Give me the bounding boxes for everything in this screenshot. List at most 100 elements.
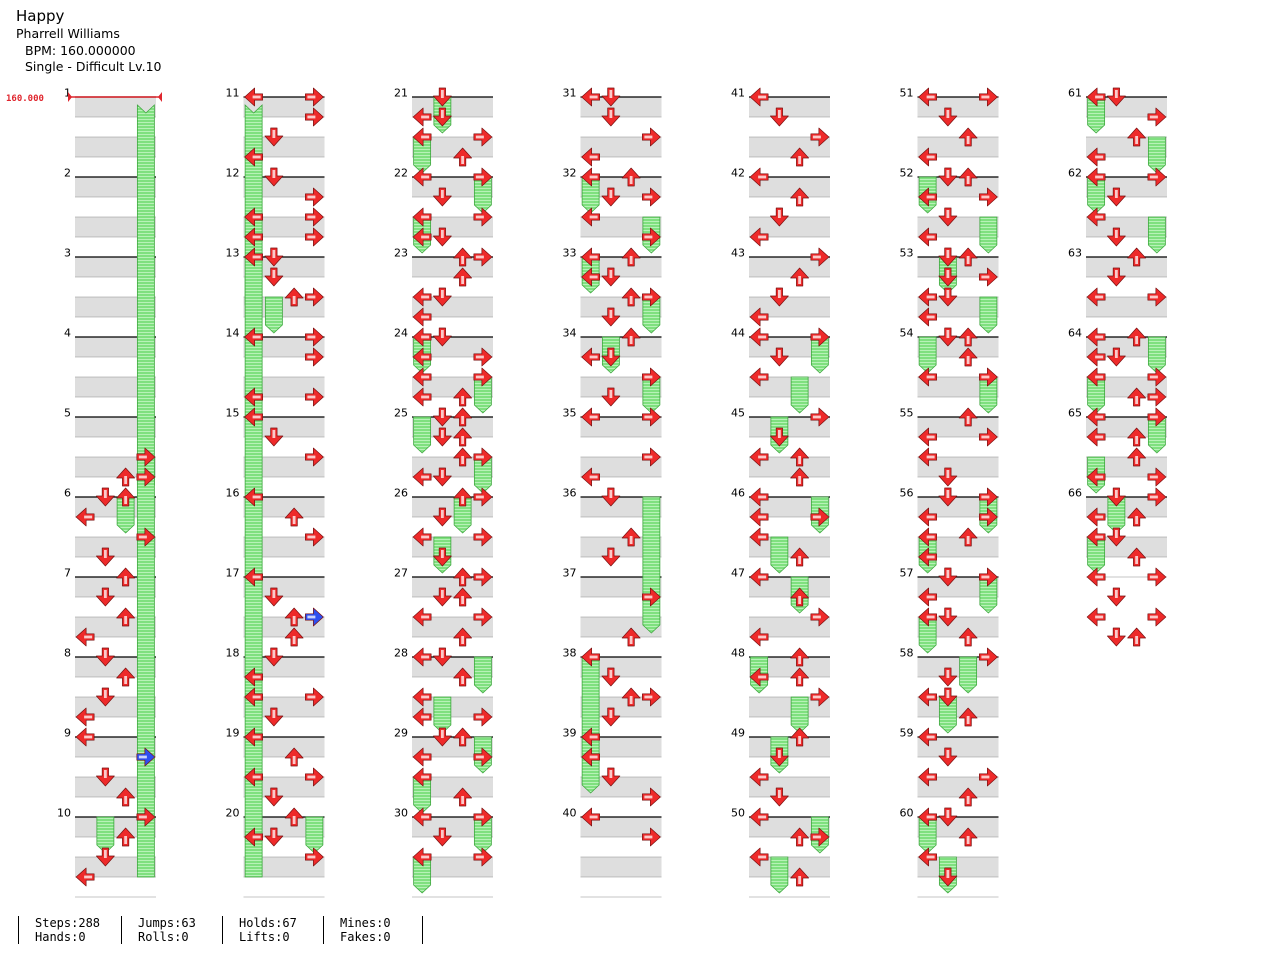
arrow-left-icon: [412, 847, 432, 867]
arrow-right-icon: [473, 607, 493, 627]
arrow-right-icon: [305, 607, 324, 627]
arrow-up-icon: [621, 527, 641, 547]
beat-stripe: [749, 337, 830, 357]
arrow-right-icon: [305, 767, 324, 787]
measure-number: 50: [731, 807, 745, 820]
stat-mines: Mines:0: [340, 916, 391, 930]
arrow-left-icon: [412, 607, 432, 627]
arrow-right-icon: [642, 227, 661, 247]
beat-stripe: [580, 577, 662, 597]
arrow-up-icon: [790, 647, 809, 667]
arrow-down-icon: [433, 727, 452, 747]
song-title: Happy: [16, 7, 65, 25]
arrow-left-icon: [244, 207, 263, 227]
hold-note-up: [959, 656, 978, 694]
arrow-up-icon: [453, 447, 472, 467]
arrow-up-icon: [453, 787, 472, 807]
arrow-down-icon: [1107, 267, 1126, 287]
arrow-left-icon: [244, 667, 263, 687]
arrow-right-icon: [642, 587, 661, 607]
beat-stripe: [749, 297, 830, 317]
arrow-left-icon: [412, 227, 432, 247]
measure-number: 36: [563, 487, 577, 500]
arrow-left-icon: [412, 287, 432, 307]
beat-stripe: [243, 617, 325, 637]
arrow-right-icon: [305, 287, 324, 307]
beat-stripe: [1086, 177, 1167, 197]
arrow-down-icon: [433, 107, 452, 127]
arrow-down-icon: [433, 227, 452, 247]
measure-number: 19: [226, 727, 240, 740]
beat-stripe: [243, 697, 325, 717]
arrow-left-icon: [918, 507, 937, 527]
measure-number: 11: [226, 87, 240, 100]
measure-number: 3: [64, 247, 71, 260]
arrow-right-icon: [136, 527, 156, 547]
beat-stripe: [75, 857, 156, 877]
beat-stripe: [243, 417, 325, 437]
beat-stripe: [243, 537, 325, 557]
arrow-left-icon: [1086, 367, 1106, 387]
hold-note-up: [790, 376, 809, 414]
arrow-left-icon: [412, 107, 432, 127]
arrow-left-icon: [581, 147, 600, 167]
measure-number: 17: [226, 567, 240, 580]
arrow-up-icon: [284, 747, 304, 767]
bpm-marker-right-tick: [158, 92, 162, 102]
beat-stripe: [243, 577, 325, 597]
arrow-left-icon: [581, 247, 600, 267]
stats-col-2: Jumps:63 Rolls:0: [121, 916, 223, 944]
measure-number: 65: [1068, 407, 1082, 420]
arrow-right-icon: [979, 367, 998, 387]
arrow-up-icon: [621, 247, 641, 267]
measure-number: 2: [64, 167, 71, 180]
beat-stripe: [243, 497, 325, 517]
arrow-down-icon: [601, 767, 621, 787]
beat-stripe: [580, 777, 662, 797]
arrow-left-icon: [581, 207, 600, 227]
arrow-right-icon: [305, 87, 324, 107]
measure-number: 31: [563, 87, 577, 100]
arrow-right-icon: [979, 567, 998, 587]
hold-note-right: [1147, 336, 1166, 374]
hold-note-left: [581, 656, 600, 794]
arrow-up-icon: [621, 287, 641, 307]
song-difficulty: Single - Difficult Lv.10: [25, 59, 162, 74]
arrow-up-icon: [453, 407, 472, 427]
stat-rolls: Rolls:0: [138, 930, 189, 944]
arrow-left-icon: [244, 767, 263, 787]
arrow-left-icon: [244, 87, 263, 107]
beat-stripe: [580, 257, 662, 277]
measure-number: 13: [226, 247, 240, 260]
arrow-down-icon: [433, 187, 452, 207]
arrow-right-icon: [1147, 487, 1167, 507]
arrow-right-icon: [1147, 607, 1167, 627]
bpm-marker: 160.000: [6, 92, 162, 104]
arrow-down-icon: [433, 87, 452, 107]
beat-stripe: [243, 177, 325, 197]
beat-stripe: [917, 617, 999, 637]
arrow-down-icon: [264, 427, 284, 447]
arrow-down-icon: [433, 427, 452, 447]
arrow-right-icon: [979, 427, 998, 447]
arrow-up-icon: [453, 487, 472, 507]
arrow-up-icon: [1127, 447, 1146, 467]
arrow-left-icon: [581, 407, 600, 427]
step-chart: 1234567891011121314151617181920212223242…: [6, 87, 1167, 898]
beat-stripe: [580, 617, 662, 637]
stats-col-3: Holds:67 Lifts:0: [222, 916, 324, 944]
arrow-left-icon: [412, 387, 432, 407]
arrow-right-icon: [136, 747, 156, 767]
arrow-left-icon: [749, 447, 769, 467]
arrow-up-icon: [284, 287, 304, 307]
hold-note-down: [770, 856, 789, 894]
beat-stripe: [580, 137, 662, 157]
measure-number: 60: [900, 807, 914, 820]
beat-stripe: [75, 737, 156, 757]
measure-number: 63: [1068, 247, 1082, 260]
arrow-down-icon: [1107, 487, 1126, 507]
arrow-right-icon: [473, 247, 493, 267]
beat-stripe: [75, 137, 156, 157]
arrow-right-icon: [1147, 167, 1167, 187]
arrow-up-icon: [790, 867, 809, 887]
